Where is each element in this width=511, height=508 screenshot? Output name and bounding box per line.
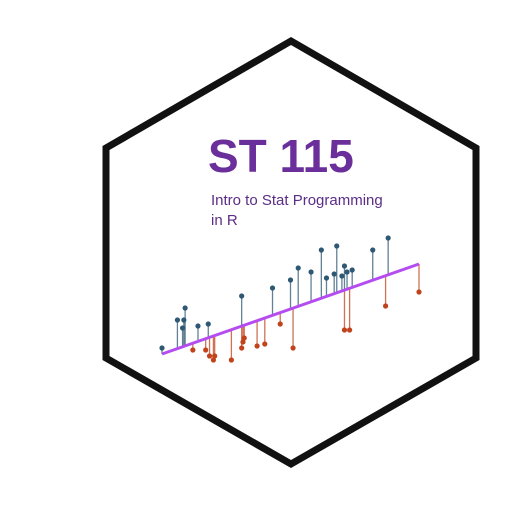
below-point-14 (347, 327, 353, 333)
above-point-5 (195, 323, 201, 329)
below-point-8 (241, 335, 247, 341)
logo-subtitle-line2: in R (211, 212, 238, 229)
above-point-20 (370, 247, 376, 253)
below-point-13 (341, 327, 348, 333)
below-point-15 (382, 303, 389, 309)
above-point-8 (269, 285, 276, 291)
above-point-19 (349, 267, 355, 273)
above-point-10 (295, 265, 301, 271)
above-point-2 (179, 325, 186, 331)
below-point-3 (210, 357, 216, 363)
below-point-1 (203, 347, 209, 353)
above-point-9 (287, 277, 294, 283)
above-point-11 (308, 269, 314, 275)
below-point-12 (290, 345, 296, 351)
above-point-18 (344, 269, 350, 275)
below-point-2 (206, 353, 213, 359)
below-point-7 (240, 339, 246, 345)
below-point-16 (416, 289, 422, 295)
hexagon-border (102, 36, 480, 469)
above-point-21 (385, 235, 391, 241)
below-point-11 (277, 321, 283, 327)
below-point-4 (212, 353, 218, 359)
above-point-4 (182, 305, 188, 311)
below-point-6 (239, 345, 245, 351)
below-point-5 (228, 357, 234, 363)
below-point-10 (262, 341, 268, 347)
residual-lines (161, 238, 420, 360)
above-point-6 (205, 321, 211, 327)
above-point-16 (339, 273, 345, 279)
logo-subtitle-line1: Intro to Stat Programming (211, 192, 383, 209)
above-point-13 (323, 275, 330, 281)
above-point-7 (239, 293, 245, 299)
above-point-14 (331, 271, 337, 277)
data-points (159, 235, 422, 363)
above-point-17 (341, 263, 348, 269)
below-point-9 (254, 343, 260, 349)
logo-title: ST 115 (208, 130, 354, 182)
above-point-0 (159, 345, 165, 351)
above-point-15 (334, 243, 340, 249)
below-point-0 (190, 347, 196, 353)
regression-line (161, 262, 420, 356)
above-point-3 (181, 317, 187, 323)
above-point-12 (318, 247, 324, 253)
above-point-1 (174, 317, 181, 323)
